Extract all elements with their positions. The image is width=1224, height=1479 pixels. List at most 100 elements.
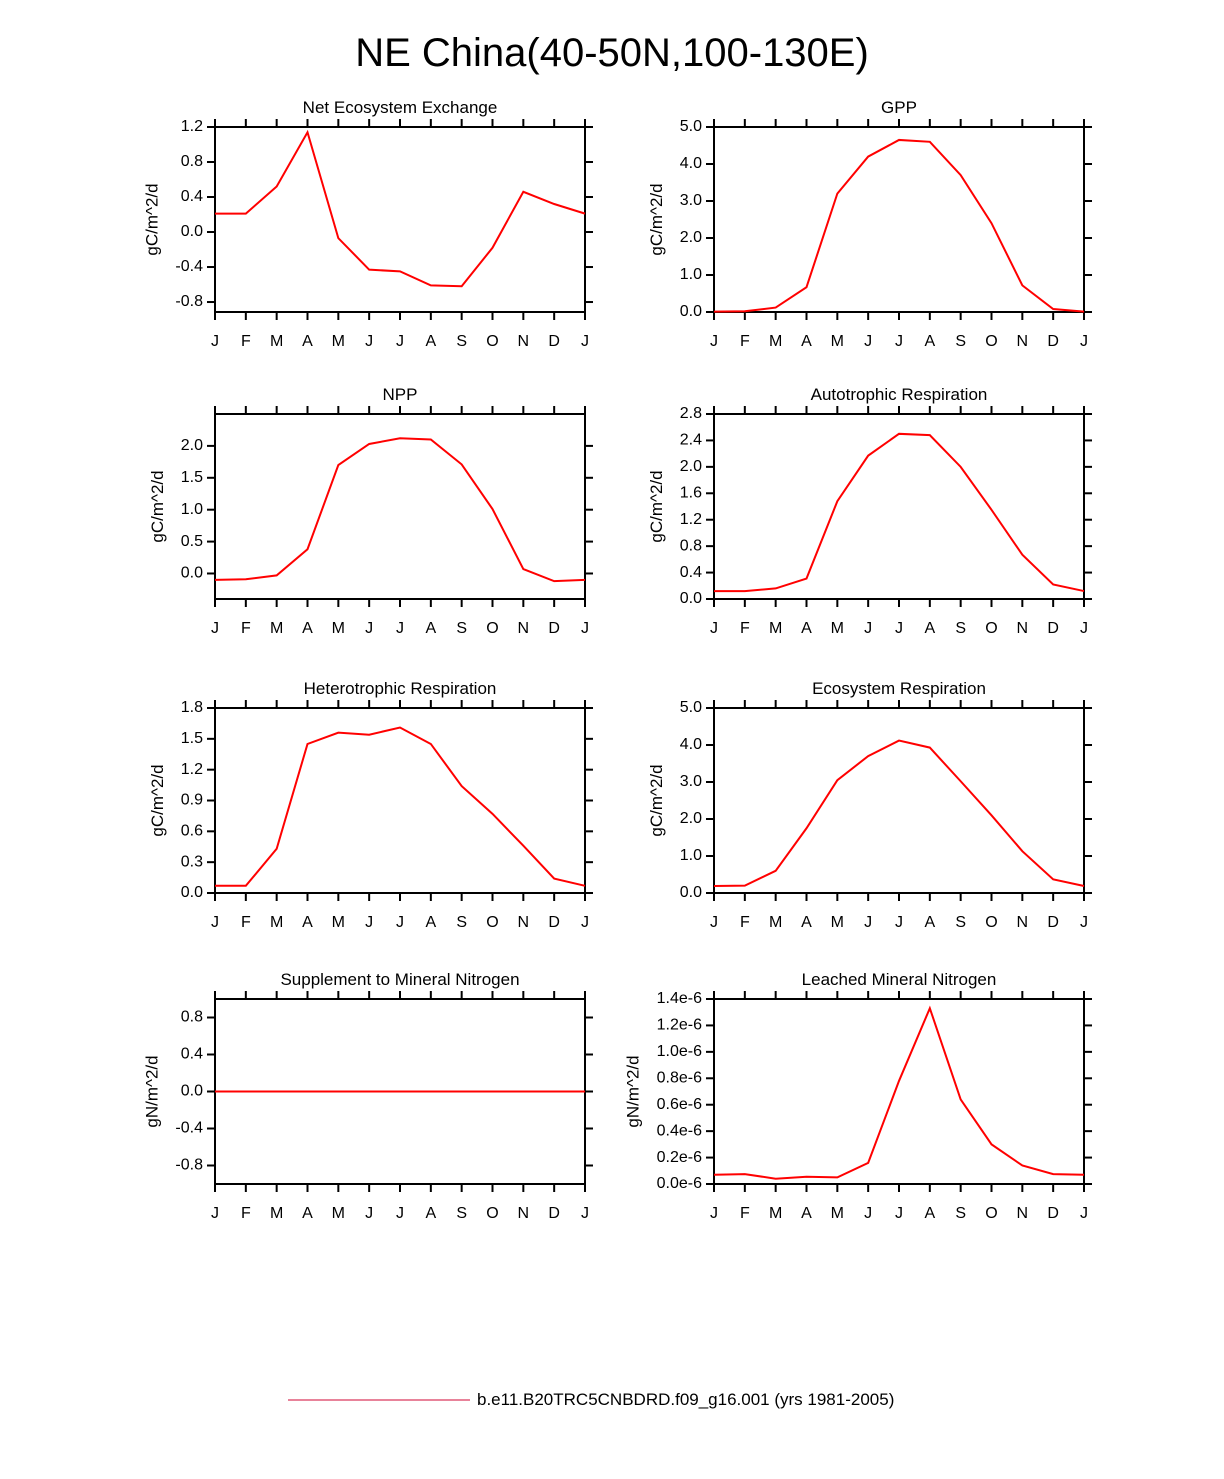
x-tick-label: N: [1017, 914, 1029, 931]
x-tick-label: D: [1047, 914, 1059, 931]
x-tick-label: J: [365, 914, 373, 931]
y-tick-label: 1.0: [680, 847, 702, 864]
x-tick-label: S: [456, 620, 467, 637]
y-tick-label: 0.8: [181, 153, 203, 170]
y-axis-label: gN/m^2/d: [142, 1055, 161, 1127]
x-tick-label: F: [740, 1205, 750, 1222]
data-line: [215, 129, 586, 288]
y-tick-label: 0.0: [680, 590, 702, 607]
y-tick-label: 0.0: [181, 884, 203, 901]
y-tick-label: 0.4: [680, 564, 702, 581]
x-tick-label: A: [801, 1205, 812, 1222]
y-tick-label: 0.8e-6: [657, 1070, 702, 1087]
x-tick-label: J: [710, 914, 718, 931]
x-tick-label: O: [486, 1205, 498, 1222]
x-tick-label: A: [425, 333, 436, 350]
x-tick-label: O: [985, 1205, 997, 1222]
x-tick-label: O: [985, 620, 997, 637]
y-axis-label: gC/m^2/d: [647, 470, 666, 542]
y-tick-label: 1.2: [181, 761, 203, 778]
x-tick-label: A: [924, 333, 935, 350]
x-tick-label: J: [710, 1205, 718, 1222]
plot-frame: [214, 707, 586, 894]
x-tick-label: J: [396, 333, 404, 350]
panel: Leached Mineral Nitrogen J F M A M J J A S O N D J 0.0…: [624, 970, 1092, 1222]
y-axis-label: gC/m^2/d: [148, 470, 167, 542]
panel-title: Net Ecosystem Exchange: [303, 98, 498, 117]
x-tick-label: D: [1047, 1205, 1059, 1222]
x-tick-label: M: [769, 914, 782, 931]
y-tick-label: 2.0: [680, 810, 702, 827]
y-tick-label: 1.8: [181, 699, 203, 716]
x-tick-label: J: [864, 1205, 872, 1222]
x-tick-label: J: [864, 914, 872, 931]
x-tick-label: A: [924, 620, 935, 637]
y-tick-label: 2.0: [181, 437, 203, 454]
x-tick-label: A: [801, 620, 812, 637]
x-tick-label: J: [365, 333, 373, 350]
x-tick-label: S: [955, 333, 966, 350]
y-tick-label: 1.0: [680, 266, 702, 283]
y-tick-label: 0.6: [181, 823, 203, 840]
y-tick-label: 0.9: [181, 792, 203, 809]
y-tick-label: -0.4: [175, 1120, 203, 1137]
x-tick-label: M: [270, 1205, 283, 1222]
y-tick-label: 3.0: [680, 192, 702, 209]
x-tick-label: J: [895, 333, 903, 350]
y-tick-label: 5.0: [680, 699, 702, 716]
y-tick-label: 1.5: [181, 469, 203, 486]
x-tick-label: J: [581, 333, 589, 350]
x-tick-label: J: [211, 1205, 219, 1222]
y-tick-label: 1.2e-6: [657, 1017, 702, 1034]
x-tick-label: J: [365, 620, 373, 637]
plot-frame: [713, 126, 1085, 313]
y-tick-label: 0.0: [181, 223, 203, 240]
x-tick-label: J: [396, 620, 404, 637]
x-tick-label: A: [302, 620, 313, 637]
x-tick-label: J: [1080, 620, 1088, 637]
y-tick-label: 0.0: [181, 565, 203, 582]
x-tick-label: M: [270, 620, 283, 637]
y-tick-label: 0.4: [181, 188, 203, 205]
x-tick-label: A: [302, 333, 313, 350]
x-tick-label: J: [710, 620, 718, 637]
x-tick-label: M: [831, 1205, 844, 1222]
y-tick-label: 0.4e-6: [657, 1122, 702, 1139]
y-tick-label: 0.5: [181, 533, 203, 550]
y-tick-label: 0.8: [680, 537, 702, 554]
y-tick-label: 0.6e-6: [657, 1096, 702, 1113]
y-tick-label: 1.2: [181, 118, 203, 135]
x-tick-label: M: [270, 333, 283, 350]
x-tick-label: N: [1017, 1205, 1029, 1222]
x-tick-label: S: [955, 620, 966, 637]
x-tick-label: N: [518, 620, 530, 637]
y-tick-label: 0.4: [181, 1046, 203, 1063]
panel-title: Autotrophic Respiration: [811, 385, 988, 404]
x-tick-label: F: [241, 620, 251, 637]
plot-frame: [713, 998, 1085, 1185]
y-tick-label: 2.0: [680, 229, 702, 246]
x-tick-label: F: [241, 333, 251, 350]
x-tick-label: S: [456, 1205, 467, 1222]
x-tick-label: A: [425, 620, 436, 637]
x-tick-label: J: [1080, 1205, 1088, 1222]
plot-frame: [214, 126, 586, 313]
y-tick-label: 3.0: [680, 773, 702, 790]
x-tick-label: O: [486, 914, 498, 931]
x-tick-label: J: [396, 1205, 404, 1222]
y-tick-label: 0.2e-6: [657, 1149, 702, 1166]
x-tick-label: J: [1080, 333, 1088, 350]
x-tick-label: J: [895, 620, 903, 637]
x-tick-label: J: [1080, 914, 1088, 931]
y-axis-label: gC/m^2/d: [647, 764, 666, 836]
x-tick-label: J: [895, 1205, 903, 1222]
x-tick-label: F: [740, 914, 750, 931]
x-tick-label: D: [548, 620, 560, 637]
x-tick-label: M: [332, 620, 345, 637]
panel: GPP J F M A M J J A S O N D J 0.0 1.0 2.0 3.0 4.0 5.0 gC/m^2…: [647, 98, 1092, 350]
x-tick-label: N: [518, 333, 530, 350]
legend-label: b.e11.B20TRC5CNBDRD.f09_g16.001 (yrs 198…: [477, 1390, 894, 1409]
panel: Supplement to Mineral Nitrogen J F M A M J J A S O…: [142, 970, 593, 1222]
x-tick-label: M: [831, 914, 844, 931]
